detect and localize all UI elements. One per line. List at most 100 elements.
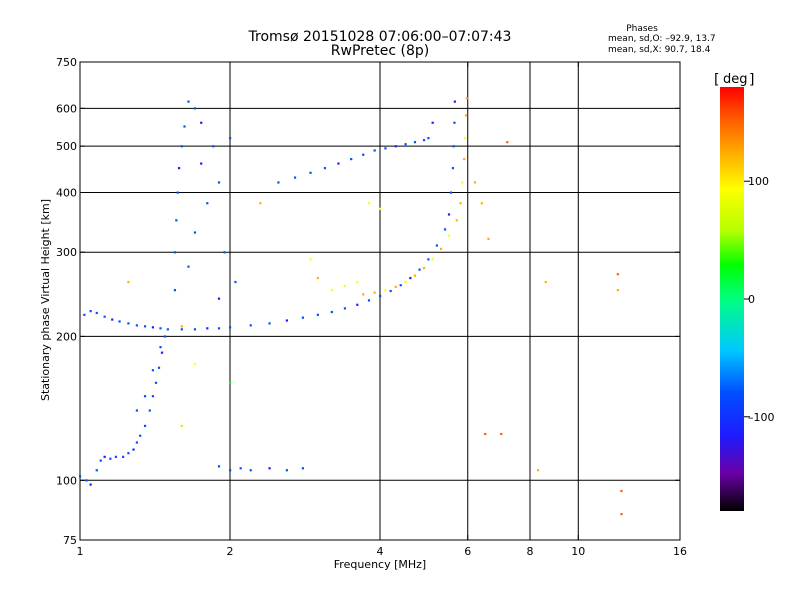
data-point (217, 181, 221, 184)
data-point (309, 171, 312, 174)
colorbar-tick-label: –100 (748, 411, 775, 424)
data-point (362, 153, 365, 156)
data-point (379, 294, 382, 298)
data-point (418, 268, 421, 271)
data-point (463, 137, 467, 140)
data-point (206, 327, 209, 330)
data-point (373, 291, 376, 294)
data-point (229, 326, 232, 329)
data-point (373, 149, 376, 152)
data-point (217, 297, 221, 300)
data-point (337, 162, 340, 165)
data-point (151, 326, 155, 329)
chart-title: Tromsø 20151028 07:06:00–07:07:43 (248, 29, 512, 45)
data-point (343, 307, 347, 310)
data-point (447, 213, 451, 216)
data-point (200, 162, 203, 165)
data-point (143, 325, 147, 328)
data-point (616, 289, 619, 292)
x-axis-ticks: 1 2 4 6 8 10 16 (77, 62, 687, 558)
data-point (154, 381, 158, 384)
data-point (217, 327, 221, 330)
data-point (427, 137, 430, 140)
data-point (187, 100, 190, 103)
data-point (301, 467, 305, 470)
data-point (193, 231, 197, 234)
data-point (135, 409, 138, 412)
data-point (259, 202, 262, 205)
data-point (109, 457, 112, 460)
data-point (157, 366, 161, 369)
data-point (431, 258, 434, 261)
colorbar-ticks: 100 0 –100 (744, 175, 775, 424)
colorbar-gradient (720, 87, 744, 511)
data-point (180, 424, 183, 428)
data-point (148, 409, 151, 412)
x-tick-label: 4 (377, 545, 384, 558)
data-point (268, 467, 271, 470)
colorbar-open-bracket: [ (714, 72, 719, 88)
data-point (394, 145, 397, 148)
data-point (175, 219, 178, 222)
data-point (268, 322, 271, 325)
data-point (389, 289, 392, 293)
data-point (447, 234, 451, 237)
data-point (118, 320, 121, 323)
data-point (480, 202, 483, 205)
data-point (143, 424, 147, 428)
data-point (143, 395, 147, 398)
data-point (127, 452, 130, 455)
x-tick-label: 6 (464, 545, 471, 558)
data-point (206, 202, 209, 205)
x-tick-label: 1 (77, 545, 84, 558)
data-point (309, 258, 312, 261)
grid-lines (80, 62, 680, 540)
data-point (176, 191, 179, 194)
data-point (451, 167, 455, 170)
data-point (234, 280, 237, 284)
data-point (413, 141, 417, 144)
data-point (180, 328, 183, 331)
data-point (160, 351, 164, 354)
data-point (239, 467, 242, 470)
colorbar-unit-label: deg (723, 72, 748, 87)
data-point (249, 469, 252, 472)
data-point (95, 311, 98, 315)
y-tick-label: 500 (56, 140, 77, 153)
data-point (212, 145, 215, 148)
x-tick-label: 10 (571, 545, 585, 558)
data-point (127, 280, 130, 284)
data-point (180, 145, 183, 148)
stats-o: mean, sd,O: –92.9, 13.7 (608, 34, 716, 44)
data-point (484, 432, 487, 436)
data-point (459, 202, 462, 205)
data-point (229, 381, 232, 384)
data-point (177, 167, 181, 170)
data-point (394, 285, 397, 288)
plot-area: 1 2 4 6 8 10 16 75 100 200 300 400 500 600 750 (56, 56, 687, 558)
data-point (455, 219, 458, 222)
y-axis-ticks: 75 100 200 300 400 500 600 750 (56, 56, 680, 547)
data-point (223, 251, 226, 254)
y-tick-label: 600 (56, 102, 77, 115)
data-point (85, 479, 88, 482)
data-point (343, 284, 347, 288)
data-point (452, 145, 455, 148)
data-point (180, 325, 183, 328)
data-point (159, 346, 162, 349)
colorbar-close-bracket: ] (749, 72, 754, 88)
data-point (620, 489, 623, 493)
y-tick-label: 75 (63, 534, 77, 547)
data-point (350, 158, 353, 161)
data-point (95, 469, 98, 472)
data-point (473, 181, 477, 184)
data-point (89, 483, 92, 486)
data-point (465, 97, 468, 100)
data-point (616, 273, 619, 276)
data-point (409, 276, 412, 280)
y-axis-label: Stationary phase Virtual Height [km] (39, 199, 52, 401)
data-point (384, 289, 387, 292)
data-point (427, 258, 430, 261)
data-point (422, 267, 426, 270)
